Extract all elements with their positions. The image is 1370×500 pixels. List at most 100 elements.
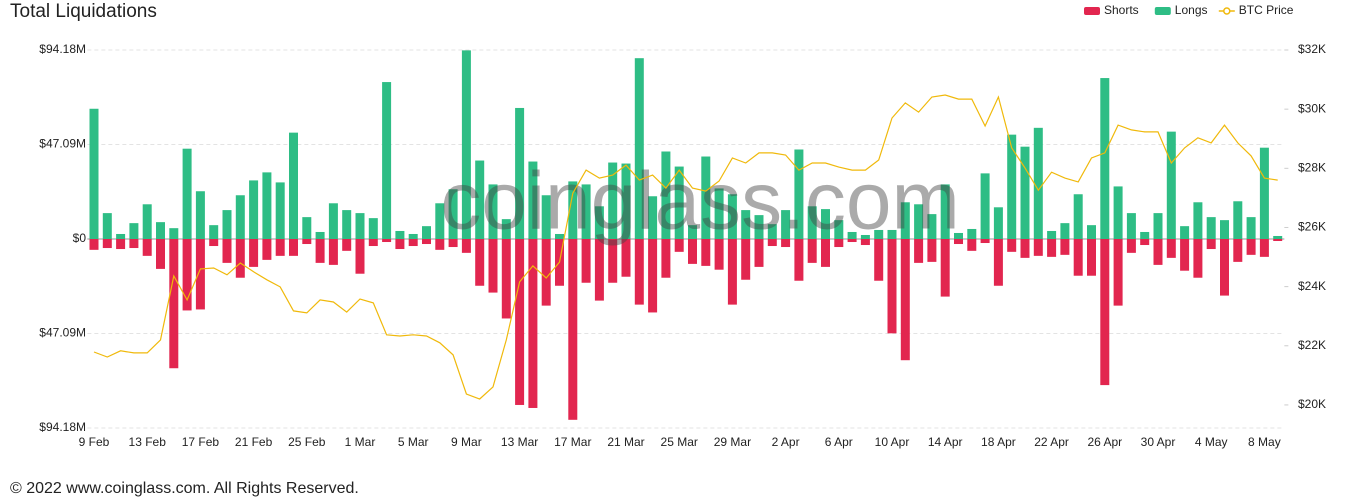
bar [129,239,139,249]
x-tick-label: 8 May [1248,435,1281,449]
bar [887,229,897,239]
x-tick-label: 13 Feb [129,435,167,449]
bar [767,239,777,247]
price-line [93,94,1278,400]
watermark: coinglass.com [440,156,960,247]
bar [501,239,511,319]
bar [1259,147,1269,239]
x-tick-label: 29 Mar [714,435,751,449]
bar [1180,226,1190,239]
bar [581,239,591,283]
bar [435,203,445,239]
bar [594,206,604,239]
legend-swatch [1084,7,1100,15]
bar [355,239,365,274]
y2-tick-label: $22K [1298,338,1326,352]
bar [1100,78,1110,240]
bar [342,210,352,239]
x-tick-label: 4 May [1195,435,1228,449]
bar [1113,239,1123,306]
bar [382,239,392,243]
bar [102,239,112,249]
bar [1273,239,1283,242]
bar [1140,239,1150,246]
bar [1113,186,1123,239]
bar [461,239,471,253]
legend-label: BTC Price [1239,3,1294,17]
x-tick-label: 9 Mar [451,435,482,449]
bar [1220,239,1229,296]
bar [235,239,245,278]
legend-label: Longs [1175,3,1208,17]
bar [515,107,525,239]
bar [568,181,578,239]
bar [541,195,551,239]
bar [262,239,272,260]
chart-title: Total Liquidations [10,1,157,22]
legend-swatch [1223,7,1231,15]
bar [328,239,338,265]
bar [714,188,724,239]
bar [834,239,844,248]
bar [940,239,950,297]
bar [195,239,205,310]
bar [794,149,804,239]
x-tick-label: 25 Feb [288,435,326,449]
bar [914,239,924,263]
x-tick-label: 18 Apr [981,435,1016,449]
bar [1087,239,1096,276]
bar [1060,223,1070,239]
bar [1273,235,1283,239]
bar [355,213,365,239]
bar [927,214,937,239]
bar [874,229,884,239]
bar [169,239,179,369]
bar [954,232,963,239]
legend-label: Shorts [1104,3,1139,17]
y2-tick-label: $20K [1298,397,1326,411]
bar [249,239,259,267]
bar [860,234,870,239]
bar [1193,239,1203,278]
bar [435,239,445,250]
bar [900,202,910,239]
bar [289,132,298,239]
bar [422,226,431,239]
bar [461,50,471,239]
x-tick-label: 2 Apr [772,435,800,449]
bar [993,239,1003,286]
bar [1007,134,1017,239]
bar [89,108,99,239]
bar [1073,194,1083,239]
bar [1166,239,1176,258]
bar [156,239,165,269]
bar [209,225,219,239]
bar [688,239,697,264]
bar [900,239,910,361]
bar [289,239,298,256]
legend-swatch [1154,7,1171,15]
x-tick-label: 13 Mar [501,435,538,449]
bar [1033,127,1043,239]
bar [927,239,937,262]
bar [315,231,325,239]
bar [89,239,99,250]
bar [1060,239,1070,255]
bar [1047,239,1057,257]
bar [648,239,658,313]
bar [834,220,844,239]
bar [1193,202,1203,239]
bar [661,239,671,278]
bar [993,207,1003,239]
bar [847,231,857,239]
bar [674,166,684,239]
x-tick-label: 26 Apr [1087,435,1122,449]
bar [980,173,990,239]
bar [940,184,950,239]
bar [129,223,139,239]
bar [262,172,272,239]
bar [1047,230,1057,239]
bar [541,239,551,306]
bar [608,162,618,239]
x-tick-label: 17 Mar [554,435,591,449]
